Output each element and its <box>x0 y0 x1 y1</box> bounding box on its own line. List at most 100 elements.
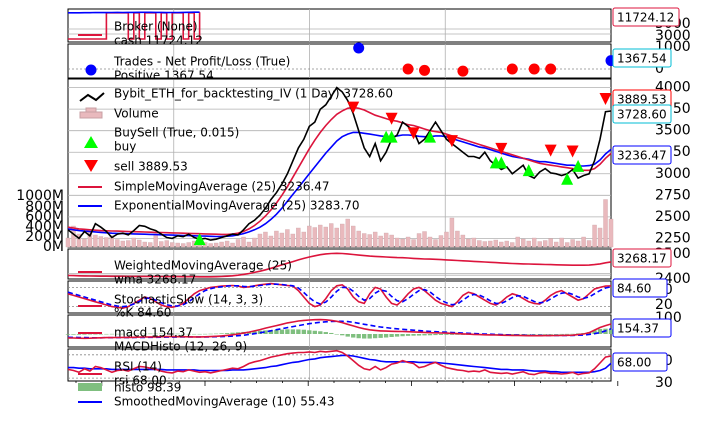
volume-bar <box>159 241 164 248</box>
volume-ytick-4: 200M <box>25 229 64 245</box>
sell-marker <box>544 144 557 157</box>
buy-marker <box>522 164 535 177</box>
macd-histo-bar <box>115 333 120 335</box>
volume-bar <box>383 232 389 248</box>
volume-bar <box>597 227 603 248</box>
volume-bar <box>559 237 564 248</box>
macd-histo-bar <box>71 334 76 335</box>
panel-frame-trades <box>67 43 612 79</box>
volume-bar <box>564 242 570 248</box>
rsi-badge-box <box>612 352 668 372</box>
close-badge-box <box>612 104 672 124</box>
macd-histo-bar <box>202 333 208 335</box>
macd-histo-bar <box>543 334 548 335</box>
macd-histo-bar <box>438 334 444 335</box>
volume-bar <box>285 229 290 248</box>
volume-bar <box>241 236 246 248</box>
volume-bar <box>427 236 433 248</box>
volume-bar <box>208 243 213 248</box>
macd-histo-bar <box>378 334 383 338</box>
macd-histo-bar <box>416 334 422 336</box>
macd-histo-bar <box>526 334 531 335</box>
macd-histo-bar <box>104 333 109 335</box>
volume-bar <box>553 241 559 248</box>
volume-bar <box>345 218 350 248</box>
macd-badge: 154.37 <box>617 322 659 336</box>
volume-bar <box>235 239 241 248</box>
macd-histo-bar <box>109 333 115 335</box>
macd-histo-bar <box>570 333 575 335</box>
volume-bar <box>274 230 279 248</box>
volume-bar <box>109 235 115 248</box>
stoch-d-line <box>67 283 612 308</box>
rsi-ytick-1: 30 <box>655 375 673 391</box>
macd-histo-bar <box>142 333 147 335</box>
macd-histo-bar <box>279 329 285 334</box>
trade-negative-dot <box>506 63 518 75</box>
macd-histo-bar <box>340 334 345 336</box>
trade-negative-dot <box>457 65 469 77</box>
sma-legend-label: SimpleMovingAverage (25) 3236.47 <box>114 180 330 194</box>
stoch-legend-value: %K 84.60 <box>114 306 171 320</box>
volume-bar <box>592 224 597 248</box>
volume-bar <box>120 240 126 248</box>
macd-histo-bar <box>93 334 98 335</box>
macd-histo-bar <box>356 334 361 339</box>
stoch-k-line <box>67 282 612 310</box>
volume-bar <box>532 237 537 248</box>
wma-legend-value: wma 3268.17 <box>114 273 196 287</box>
volume-bar <box>351 225 356 248</box>
histo-legend-value: histo 98.39 <box>114 381 181 395</box>
macd-histo-bar <box>597 328 603 334</box>
volume-bar <box>153 233 158 248</box>
macd-histo-bar <box>559 333 564 335</box>
macd-histo-bar <box>564 333 570 335</box>
rsi-smma-line <box>68 354 612 374</box>
volume-bar <box>378 235 383 248</box>
volume-bar <box>411 239 416 248</box>
volume-bar <box>493 239 499 248</box>
macd-histo-bar <box>252 331 257 334</box>
volume-bar <box>323 226 328 248</box>
broker-cash-line <box>68 12 201 40</box>
macd-histo-bar <box>268 330 274 334</box>
sell-legend-swatch <box>84 160 98 172</box>
ema-legend-label: ExponentialMovingAverage (25) 3283.70 <box>114 199 359 213</box>
volume-bar <box>268 235 274 248</box>
volume-bar <box>170 242 175 248</box>
macd-histo-bar <box>345 334 350 337</box>
sell-marker <box>495 142 508 155</box>
macd-histo-bar <box>455 334 460 335</box>
macd-histo-bar <box>334 334 339 335</box>
volume-bar <box>318 224 323 248</box>
volume-bar <box>537 241 542 248</box>
buysell-legend-title: BuySell (True, 0.015) <box>114 126 239 140</box>
volume-bar <box>482 241 488 248</box>
volume-bar <box>504 240 509 248</box>
trade-negative-dot <box>419 64 431 76</box>
volume-bar <box>257 233 263 248</box>
trades-legend-title: Trades - Net Profit/Loss (True) <box>113 55 290 69</box>
volume-bar <box>367 234 372 248</box>
marks-layer <box>65 11 617 376</box>
macd-histo-bar <box>307 330 312 334</box>
macd-histo-bar <box>323 332 328 334</box>
buy-marker <box>193 233 206 246</box>
macd-line <box>67 318 612 340</box>
trades-badge: 1367.54 <box>617 52 667 66</box>
volume-bar <box>131 237 137 248</box>
volume-bar <box>548 238 553 248</box>
macd-histo-bar <box>575 333 581 334</box>
macd-histo-bar <box>235 332 241 334</box>
macd-histo-bar <box>208 333 213 335</box>
volume-bar <box>148 242 153 248</box>
volume-bar <box>438 235 444 248</box>
sell-marker <box>385 112 398 125</box>
volume-bar <box>466 238 471 248</box>
smma-legend-label: SmoothedMovingAverage (10) 55.43 <box>114 395 335 409</box>
macd-histo-bar <box>65 334 71 335</box>
stoch-legend-title: StochasticSlow (14, 3, 3) <box>114 293 263 307</box>
volume-bar <box>137 239 142 248</box>
volume-ytick-1: 800M <box>25 199 64 215</box>
macd-histo-bar <box>186 333 191 335</box>
